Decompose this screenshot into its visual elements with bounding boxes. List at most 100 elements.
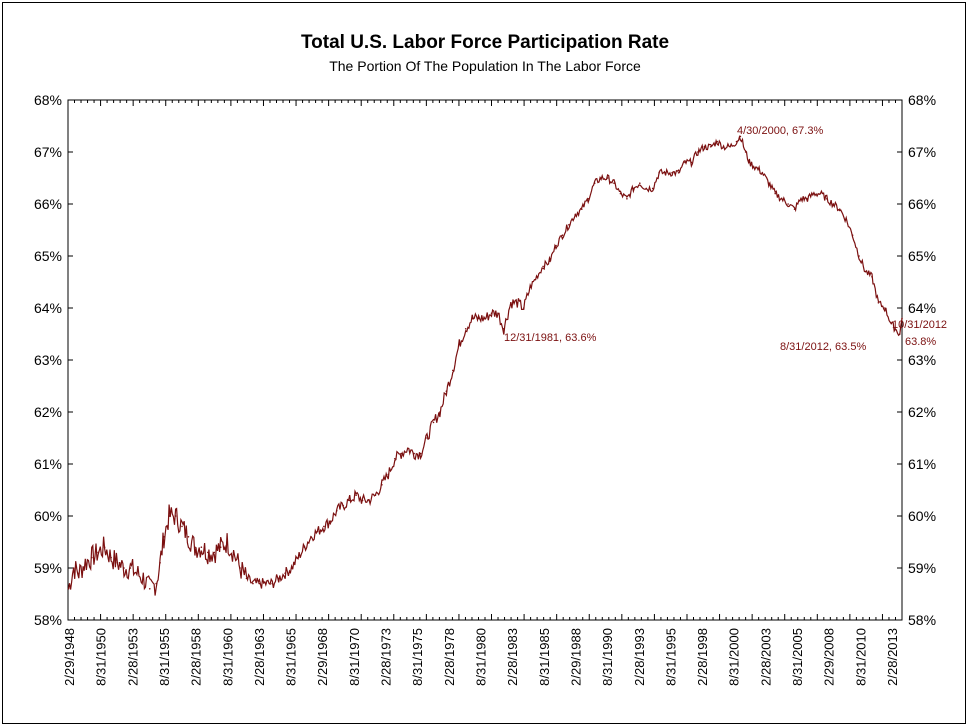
plot-area-border [67, 99, 903, 621]
annotation-peak-2000: 4/30/2000, 67.3% [737, 125, 823, 137]
x-tick-label: 2/28/1993 [632, 628, 647, 686]
data-point [187, 536, 190, 538]
y-tick-label-right: 67% [908, 144, 936, 160]
data-point [739, 135, 742, 138]
data-point [851, 234, 854, 236]
annotation-aug-2012: 8/31/2012, 63.5% [780, 341, 866, 353]
data-point [335, 510, 338, 512]
y-tick-label-left: 61% [34, 456, 62, 472]
y-tick-label-left: 60% [34, 508, 62, 524]
data-point [761, 172, 764, 174]
data-point [587, 198, 590, 200]
x-tick-label: 2/28/1978 [442, 628, 457, 686]
x-tick-label: 2/28/1958 [189, 628, 204, 686]
data-point [245, 577, 248, 580]
y-axis-right-labels: 58% 59% 60% 61% 62% 63% 64% 65% 66% 67% 68% [908, 92, 936, 628]
x-tick-label: 2/29/1988 [568, 628, 583, 686]
data-point [800, 198, 802, 200]
data-point [832, 203, 835, 205]
data-point [310, 536, 312, 538]
data-point [445, 390, 448, 393]
data-point [858, 255, 860, 257]
data-point [303, 546, 306, 548]
x-tick-label: 8/31/1980 [474, 628, 489, 686]
x-tick-label: 8/31/1965 [284, 628, 299, 686]
data-point [271, 582, 274, 585]
y-tick-label-right: 68% [908, 92, 936, 108]
data-point [497, 312, 499, 315]
data-point [716, 140, 718, 143]
data-point [426, 437, 428, 439]
data-point [901, 317, 903, 320]
x-tick-label: 8/31/1990 [600, 628, 615, 686]
series-line-labor-force-participation [67, 134, 903, 596]
x-tick-label: 8/31/1960 [220, 628, 235, 686]
data-point [502, 328, 505, 330]
data-point [877, 302, 880, 304]
y-tick-label-left: 66% [34, 196, 62, 212]
x-tick-label: 2/29/1968 [315, 628, 330, 686]
data-point [258, 582, 261, 585]
y-tick-label-right: 66% [908, 196, 936, 212]
data-point [510, 302, 512, 304]
data-point [381, 484, 383, 486]
data-point [329, 520, 332, 522]
data-point [722, 146, 725, 148]
x-tick-label: 8/31/2000 [727, 628, 742, 686]
data-point [793, 208, 796, 210]
data-point [748, 161, 751, 164]
data-point [374, 494, 377, 497]
data-point [490, 312, 493, 315]
y-tick-label-right: 61% [908, 456, 936, 472]
y-tick-label-right: 62% [908, 404, 936, 420]
data-point [535, 276, 538, 278]
data-point [439, 411, 441, 413]
data-point [684, 161, 686, 164]
data-point [297, 556, 299, 559]
x-tick-label: 2/28/1953 [125, 628, 140, 686]
data-point [813, 192, 815, 195]
data-point [348, 499, 351, 502]
data-point [884, 307, 886, 309]
data-point [899, 333, 901, 335]
data-point [542, 265, 544, 268]
data-point [729, 146, 731, 148]
data-point [342, 504, 345, 507]
data-point [155, 582, 158, 585]
data-point [826, 198, 828, 200]
data-point [226, 541, 228, 543]
data-point [206, 551, 209, 554]
data-point [97, 551, 99, 554]
data-point [709, 146, 712, 148]
data-point [819, 192, 822, 195]
data-point [522, 307, 525, 309]
y-tick-label-left: 67% [34, 144, 62, 160]
x-tick-label: 2/28/2003 [758, 628, 773, 686]
data-point [219, 546, 222, 548]
data-point [787, 203, 789, 205]
chart-subtitle: The Portion Of The Population In The Lab… [329, 58, 641, 74]
data-point [142, 577, 145, 580]
data-point [703, 146, 706, 148]
y-tick-label-left: 65% [34, 248, 62, 264]
chart-title: Total U.S. Labor Force Participation Rat… [300, 32, 670, 53]
x-tick-label: 8/31/2005 [790, 628, 805, 686]
data-point [568, 224, 570, 226]
data-point [774, 192, 777, 195]
data-point [864, 270, 867, 273]
data-point [393, 458, 396, 460]
data-point [529, 286, 532, 289]
y-tick-label-left: 64% [34, 300, 62, 316]
data-point [168, 515, 170, 517]
data-point [755, 166, 757, 169]
data-point [67, 588, 70, 590]
data-point [284, 572, 286, 574]
data-point [265, 582, 267, 585]
data-point [626, 198, 628, 200]
data-point [580, 208, 583, 210]
data-point [658, 172, 660, 174]
data-point [361, 499, 364, 502]
data-point [651, 187, 654, 190]
